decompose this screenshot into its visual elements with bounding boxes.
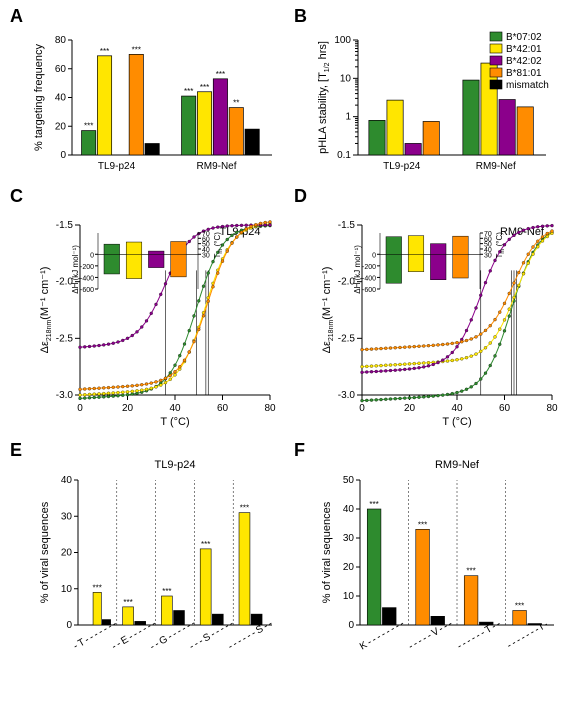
svg-text:50: 50: [343, 475, 355, 486]
svg-text:% of viral sequences: % of viral sequences: [39, 501, 51, 603]
svg-text:RM9-Nef: RM9-Nef: [197, 161, 237, 172]
svg-text:40: 40: [169, 403, 181, 414]
svg-text:***: ***: [200, 83, 209, 92]
svg-text:-200: -200: [362, 264, 376, 271]
svg-text:RM9-Nef: RM9-Nef: [476, 161, 516, 172]
svg-text:100: 100: [334, 35, 351, 46]
svg-text:-3.0: -3.0: [56, 390, 74, 401]
panel-c-chart: -3.0-2.5-2.0-1.5020406080T (°C)Δε218nm(M…: [32, 195, 282, 435]
svg-text:80: 80: [264, 403, 276, 414]
svg-text:-400: -400: [362, 275, 376, 282]
panel-b-chart: 0.1 1 10 100pHLA stability, [T1/2 hrs] TL9-p…: [314, 20, 564, 185]
svg-text:T (°C): T (°C): [160, 416, 189, 428]
svg-text:Δε218nm(M⁻¹ cm⁻¹): Δε218nm(M⁻¹ cm⁻¹): [321, 267, 335, 354]
svg-text:B*81:01: B*81:01: [506, 68, 542, 79]
svg-text:-3.0: -3.0: [338, 390, 356, 401]
svg-text:***: ***: [201, 540, 210, 549]
svg-text:***: ***: [466, 567, 475, 576]
svg-text:TL9-p24: TL9-p24: [98, 161, 136, 172]
svg-text:0: 0: [66, 620, 72, 631]
panel-b-label: B: [294, 6, 307, 27]
svg-text:-1.5: -1.5: [338, 220, 356, 231]
svg-text:-1.5: -1.5: [56, 220, 74, 231]
panel-a-chart: 0 20 40 60 80 % targeting frequency *** *** *** T…: [32, 20, 282, 185]
svg-text:mismatch: mismatch: [506, 80, 549, 91]
svg-text:20: 20: [404, 403, 416, 414]
svg-text:***: ***: [93, 583, 102, 592]
svg-text:60: 60: [55, 64, 67, 75]
svg-text:RM9-Nef: RM9-Nef: [435, 459, 480, 471]
svg-text:B*42:01: B*42:01: [506, 44, 542, 55]
svg-text:-2.5: -2.5: [56, 333, 74, 344]
svg-text:80: 80: [546, 403, 558, 414]
svg-text:40: 40: [61, 475, 73, 486]
svg-text:0: 0: [348, 620, 354, 631]
svg-text:***: ***: [184, 87, 193, 96]
svg-text:-200: -200: [80, 264, 94, 271]
svg-text:40: 40: [451, 403, 463, 414]
svg-text:***: ***: [100, 47, 109, 56]
svg-text:0: 0: [77, 403, 83, 414]
svg-text:10: 10: [61, 584, 73, 595]
svg-text:40: 40: [343, 504, 355, 515]
svg-text:***: ***: [123, 598, 132, 607]
svg-text:B*42:02: B*42:02: [506, 56, 542, 67]
panel-d-label: D: [294, 186, 307, 207]
svg-text:**: **: [233, 99, 239, 108]
svg-text:0.1: 0.1: [337, 150, 351, 161]
svg-text:1: 1: [345, 112, 351, 123]
svg-text:***: ***: [240, 504, 249, 513]
svg-text:ΔH (kJ mol⁻¹): ΔH (kJ mol⁻¹): [71, 245, 80, 294]
panel-a-label: A: [10, 6, 23, 27]
svg-text:***: ***: [369, 500, 378, 509]
svg-text:pHLA stability, [T1/2 hrs]: pHLA stability, [T1/2 hrs]: [317, 41, 331, 154]
svg-text:Δε218nm(M⁻¹ cm⁻¹): Δε218nm(M⁻¹ cm⁻¹): [39, 267, 53, 354]
panel-f-label: F: [294, 440, 305, 461]
svg-text:0: 0: [372, 252, 376, 259]
svg-text:70: 70: [202, 231, 210, 238]
svg-text:-600: -600: [80, 287, 94, 294]
panel-d-chart: -3.0-2.5-2.0-1.5020406080T (°C)Δε218nm(M…: [314, 195, 564, 435]
svg-text:-------I-: -------I-: [505, 618, 552, 651]
panel-f-chart: 0 10 20 30 40 50 % of viral sequences RM9-Nef **…: [314, 450, 564, 715]
svg-text:30: 30: [61, 511, 73, 522]
svg-text:% targeting frequency: % targeting frequency: [33, 43, 45, 151]
svg-text:ΔH (kJ mol⁻¹): ΔH (kJ mol⁻¹): [353, 245, 362, 294]
svg-text:30: 30: [343, 533, 355, 544]
svg-text:B*07:02: B*07:02: [506, 32, 542, 43]
svg-text:-2.5: -2.5: [338, 333, 356, 344]
panel-e-label: E: [10, 440, 22, 461]
svg-text:10: 10: [343, 591, 355, 602]
svg-text:20: 20: [343, 562, 355, 573]
svg-text:***: ***: [132, 45, 141, 54]
svg-text:10: 10: [340, 73, 352, 84]
svg-text:0: 0: [60, 150, 66, 161]
svg-text:60: 60: [499, 403, 511, 414]
svg-text:20: 20: [61, 548, 73, 559]
svg-text:40: 40: [55, 93, 67, 104]
svg-text:T (°C): T (°C): [442, 416, 471, 428]
panel-e-chart: 010203040% of viral sequencesTL9-p24***-…: [32, 450, 282, 715]
svg-text:-600: -600: [362, 287, 376, 294]
svg-text:***: ***: [162, 587, 171, 596]
svg-text:***: ***: [84, 122, 93, 131]
svg-text:0: 0: [359, 403, 365, 414]
svg-text:70: 70: [484, 231, 492, 238]
svg-text:TL9-p24: TL9-p24: [383, 161, 421, 172]
svg-text:20: 20: [55, 121, 67, 132]
svg-text:0: 0: [90, 252, 94, 259]
svg-text:80: 80: [55, 35, 67, 46]
svg-text:***: ***: [515, 602, 524, 611]
svg-text:TL9-p24: TL9-p24: [155, 459, 196, 471]
svg-text:***: ***: [216, 70, 225, 79]
svg-text:60: 60: [217, 403, 229, 414]
panel-c-label: C: [10, 186, 23, 207]
svg-text:% of viral sequences: % of viral sequences: [321, 501, 333, 603]
svg-text:***: ***: [418, 520, 427, 529]
svg-text:20: 20: [122, 403, 134, 414]
svg-text:-400: -400: [80, 275, 94, 282]
